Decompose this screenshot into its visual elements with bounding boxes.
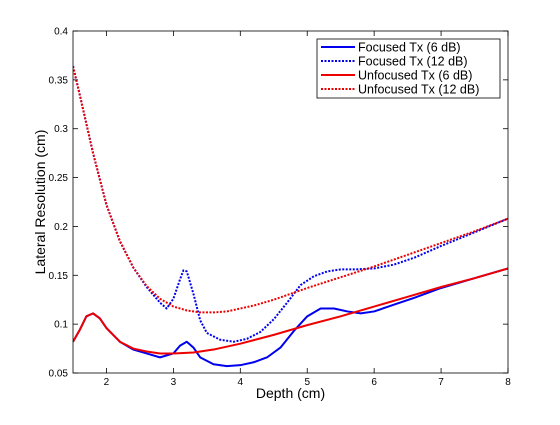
legend-label: Unfocused Tx (6 dB)	[358, 69, 472, 83]
y-tick-label: 0.35	[49, 75, 69, 86]
legend-box	[316, 38, 501, 99]
y-tick-label: 0.2	[54, 222, 68, 233]
series-line-4	[73, 65, 508, 314]
x-tick-label: 7	[438, 377, 444, 388]
series-line-3	[73, 267, 508, 355]
y-tick-label: 0.1	[54, 320, 68, 331]
x-tick-label: 6	[371, 377, 377, 388]
legend-label: Unfocused Tx (12 dB)	[358, 83, 479, 97]
x-tick-label: 2	[104, 377, 110, 388]
legend: Focused Tx (6 dB)Focused Tx (12 dB)Unfoc…	[316, 38, 501, 99]
x-tick-label: 3	[171, 377, 177, 388]
y-tick-label: 0.4	[54, 27, 68, 38]
y-tick-label: 0.15	[49, 271, 69, 282]
x-tick-label: 5	[304, 377, 310, 388]
y-tick-label: 0.05	[49, 369, 69, 380]
y-tick-label: 0.25	[49, 173, 69, 184]
y-axis-label: Lateral Resolution (cm)	[32, 130, 48, 275]
legend-label: Focused Tx (12 dB)	[358, 55, 468, 69]
series-layer	[73, 65, 508, 368]
x-tick-label: 8	[505, 377, 511, 388]
plot-frame	[72, 30, 509, 374]
legend-label: Focused Tx (6 dB)	[358, 41, 461, 55]
x-axis-label: Depth (cm)	[256, 385, 325, 401]
x-tick-label: 4	[238, 377, 244, 388]
ticks-layer: 2 3 4 5 6 7 8 0.05 0.1 0.15 0.2 0.25 0.3 0.35 0.4	[49, 27, 512, 389]
y-tick-label: 0.3	[54, 124, 68, 135]
